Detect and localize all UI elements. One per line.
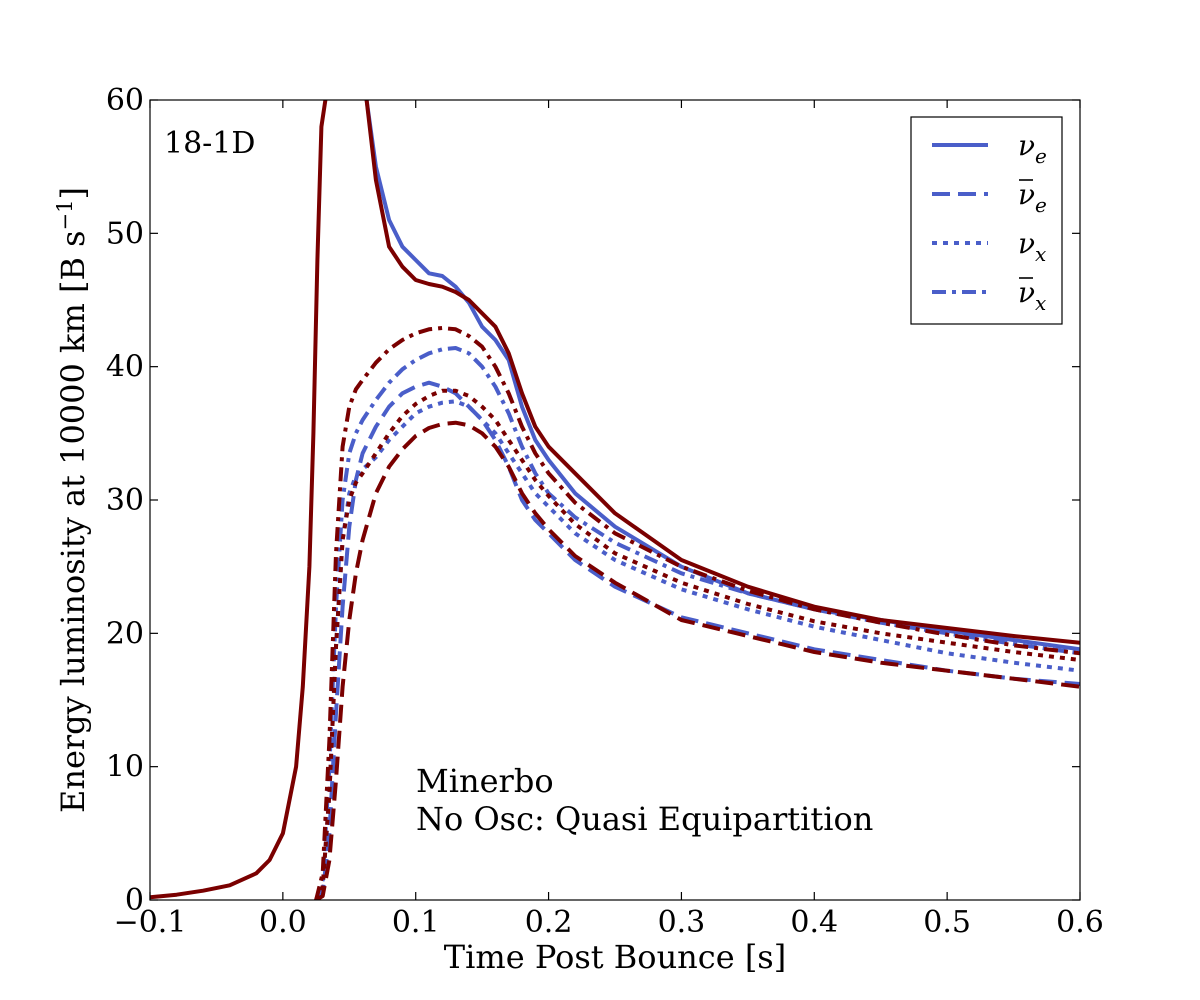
x-tick-label: −0.1 [114, 905, 187, 940]
x-tick-label: 0.0 [259, 905, 307, 940]
series-layer [150, 100, 1080, 900]
y-axis-label-main: Energy luminosity at 10000 km [B s [54, 230, 92, 813]
series-line-noosc-dotted-7 [314, 388, 1080, 900]
series-line-minerbo-dashed-1 [314, 380, 1080, 900]
series-line-noosc-solid-4 [150, 100, 328, 900]
panel-label: 18-1D [164, 126, 255, 161]
legend-label-solid: νe [1018, 129, 1047, 168]
annotation-minerbo: Minerbo [416, 762, 554, 800]
x-axis-label: Time Post Bounce [s] [444, 938, 786, 976]
y-tick-label: 20 [106, 616, 144, 651]
legend-label-dashed: νe [1018, 178, 1047, 217]
x-tick-label: 0.4 [790, 905, 838, 940]
legend-items: νe νe νx νx [932, 129, 1047, 315]
y-tick-label: 10 [106, 750, 144, 785]
y-axis-label-end: ] [54, 187, 92, 199]
legend: νe νe νx νx [910, 116, 1063, 325]
legend-box [910, 116, 1063, 325]
y-tick-label: 50 [106, 216, 144, 251]
ticks-layer: −0.1 0.0 0.1 0.2 0.3 0.4 0.5 0.6 0 10 20 30 40 50 60 [106, 83, 1104, 940]
y-axis-label: Energy luminosity at 10000 km [B s−1] [53, 187, 92, 813]
series-line-noosc-dashdot-8 [314, 326, 1080, 900]
x-tick-label: 0.1 [392, 905, 440, 940]
x-tick-label: 0.5 [923, 905, 971, 940]
legend-label-dotted: νx [1018, 227, 1046, 266]
y-tick-label: 0 [125, 883, 144, 918]
y-tick-label: 30 [106, 483, 144, 518]
series-line-noosc-solid-5 [364, 100, 1080, 645]
series-line-minerbo-dashdot-3 [314, 346, 1080, 900]
x-tick-label: 0.6 [1056, 905, 1104, 940]
y-tick-label: 40 [106, 350, 144, 385]
annotation-no-osc: No Osc: Quasi Equipartition [416, 800, 873, 838]
legend-label-dashdot: νx [1018, 276, 1046, 315]
x-tick-label: 0.3 [658, 905, 706, 940]
y-axis-label-sup: −1 [53, 199, 77, 230]
x-tick-label: 0.2 [525, 905, 573, 940]
y-tick-label: 60 [106, 83, 144, 118]
series-line-minerbo-dotted-2 [314, 399, 1080, 900]
